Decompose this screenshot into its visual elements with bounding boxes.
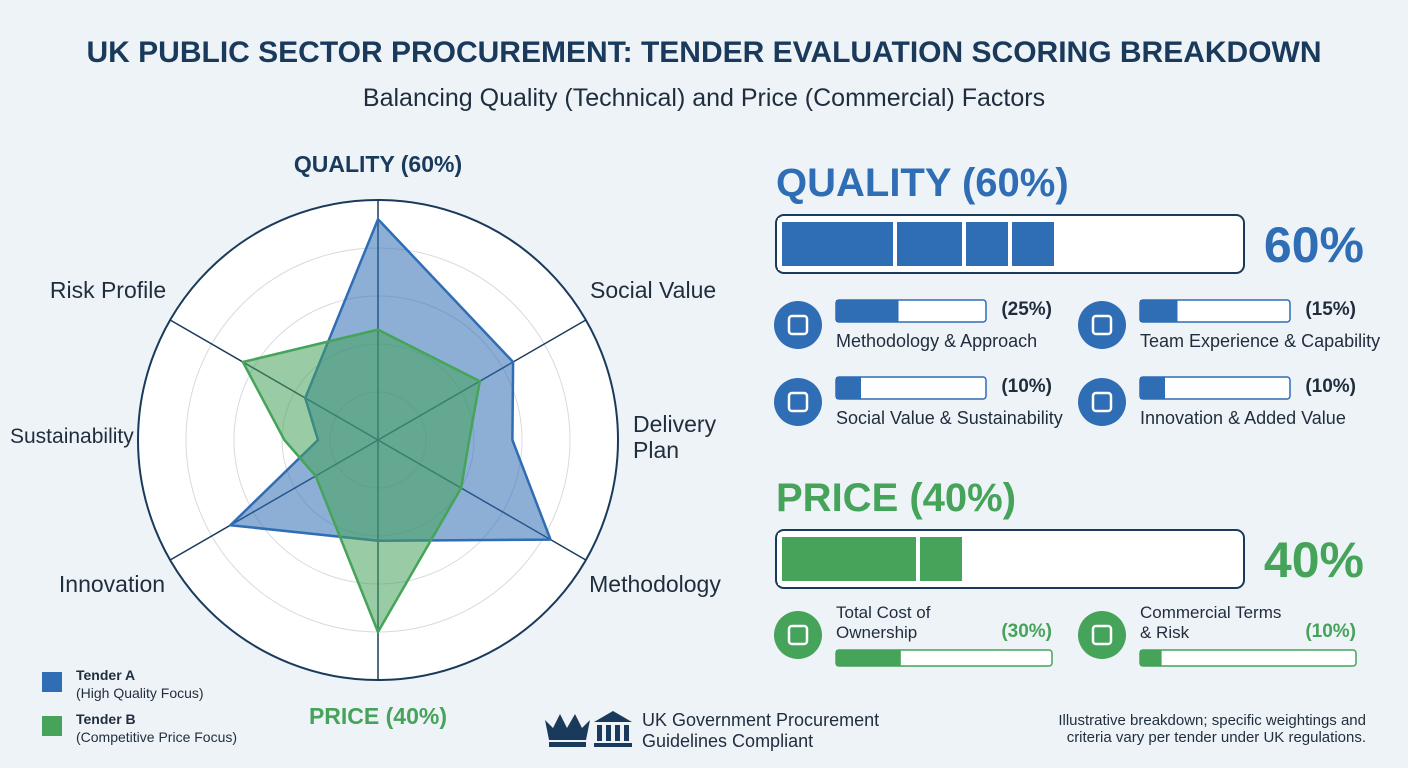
panel-value-label: 60% [1263,217,1364,273]
item-bar [1140,300,1178,322]
page-subtitle: Balancing Quality (Technical) and Price … [362,84,1046,112]
item-icon [774,301,822,349]
item-bar [836,650,901,666]
legend-swatch [42,716,62,736]
legend-swatch [42,672,62,692]
axis-label: QUALITY (60%) [293,151,463,177]
panel-bar-segment [893,218,966,270]
item-bar [836,377,861,399]
panel-bar-segment [916,533,966,585]
item-value-label: (10%) [1305,621,1356,642]
item-name: Methodology & Approach [836,331,1038,351]
item-name: Team Experience & Capability [1140,331,1381,351]
item-icon [1078,378,1126,426]
panel-title: QUALITY (60%) [776,161,1069,205]
item-name: Total Cost of Ownership [836,603,931,642]
axis-label: Risk Profile [49,277,167,303]
crown-icon [545,714,590,747]
legend-description: (High Quality Focus) [76,685,204,701]
legend-description: (Competitive Price Focus) [76,729,238,745]
item-name: Social Value & Sustainability [836,408,1063,428]
item-bar [1140,650,1162,666]
panel-value-label: 40% [1263,532,1364,588]
axis-label: Social Value [590,277,717,303]
radar-area [241,328,482,634]
axis-label: PRICE (40%) [308,703,448,729]
item-bar-frame [1139,649,1357,667]
radar [137,199,619,681]
panel-bar-segment [778,533,920,585]
axis-label: Methodology [589,571,721,597]
item-bar [1140,377,1165,399]
legend-label: Tender B [76,711,136,727]
item-icon-glyph [1091,391,1113,413]
item-icon [774,378,822,426]
item-icon-glyph [787,624,809,646]
item-value-label: (30%) [1001,621,1052,642]
item-value-label: (10%) [1001,376,1052,397]
compliance-text: UK Government Procurement Guidelines Com… [642,710,880,751]
item-icon-glyph [787,314,809,336]
axis-label: Delivery Plan [633,411,717,464]
item-name: Commercial Terms & Risk [1140,603,1282,642]
item-value-label: (15%) [1305,299,1356,320]
legend-label: Tender A [76,667,136,683]
item-icon-glyph [787,391,809,413]
item-icon [1078,611,1126,659]
page-title: UK PUBLIC SECTOR PROCUREMENT: TENDER EVA… [86,36,1322,69]
item-icon [1078,301,1126,349]
axis-label: Sustainability [10,425,134,448]
axis-label: Innovation [58,571,166,597]
item-bar [836,300,899,322]
panel-bar-segment [1008,218,1058,270]
item-value-label: (25%) [1001,299,1052,320]
panel-bar-segment [778,218,897,270]
item-icon [774,611,822,659]
item-icon-glyph [1091,624,1113,646]
building-icon [594,711,632,747]
item-icon-glyph [1091,314,1113,336]
item-name: Innovation & Added Value [1140,408,1346,428]
footnote: Illustrative breakdown; specific weighti… [1058,712,1366,747]
panel-bar-segment [962,218,1012,270]
item-value-label: (10%) [1305,376,1356,397]
panel-title: PRICE (40%) [776,476,1017,520]
